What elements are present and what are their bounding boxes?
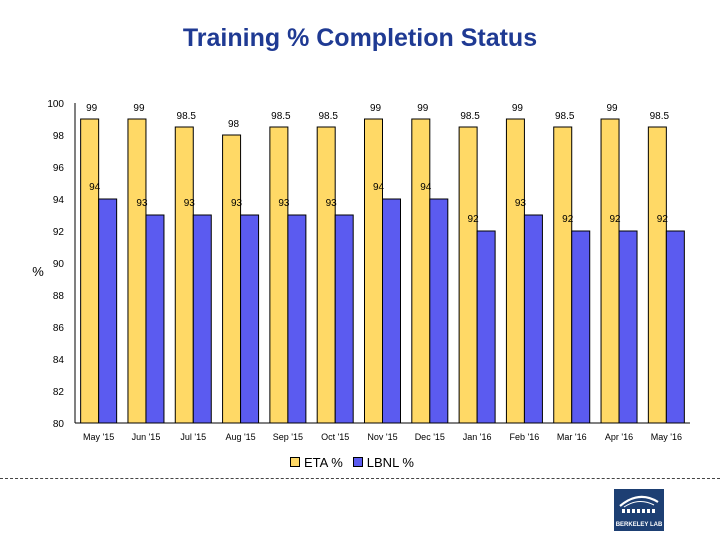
data-label-eta: 99 [133, 103, 145, 114]
legend-swatch-eta [290, 457, 300, 467]
data-label-eta: 98.5 [460, 111, 480, 122]
bar-eta [316, 126, 336, 424]
data-label-lbnl: 93 [231, 198, 243, 209]
bar-lbnl [476, 230, 496, 424]
bar-eta [269, 126, 289, 424]
bar-eta [222, 134, 242, 424]
bar-lbnl [192, 214, 212, 424]
y-tick-label: 94 [53, 195, 65, 206]
data-label-eta: 99 [512, 103, 524, 114]
y-tick-label: 84 [53, 355, 65, 366]
bar-lbnl [571, 230, 591, 424]
data-label-eta: 99 [417, 103, 429, 114]
y-tick-label: 86 [53, 323, 65, 334]
legend-item-lbnl: LBNL % [352, 454, 414, 470]
x-tick-label: Aug '15 [225, 432, 255, 442]
data-label-lbnl: 93 [184, 198, 196, 209]
data-label-lbnl: 94 [420, 182, 432, 193]
bar-lbnl [145, 214, 165, 424]
y-tick-label: 96 [53, 163, 65, 174]
x-tick-label: May '15 [83, 432, 114, 442]
y-axis-label: % [32, 264, 44, 279]
bar-eta [553, 126, 573, 424]
y-tick-label: 80 [53, 419, 65, 430]
data-label-lbnl: 93 [136, 198, 148, 209]
bar-eta [647, 126, 667, 424]
data-label-lbnl: 93 [326, 198, 338, 209]
y-tick-label: 88 [53, 291, 65, 302]
y-tick-label: 92 [53, 227, 65, 238]
bar-eta [411, 118, 431, 424]
legend-label-eta: ETA % [304, 454, 343, 470]
bar-lbnl [523, 214, 543, 424]
bar-eta [364, 118, 383, 424]
x-tick-label: Jun '15 [132, 432, 161, 442]
x-tick-label: Dec '15 [415, 432, 445, 442]
data-label-lbnl: 92 [657, 214, 669, 225]
data-label-eta: 99 [86, 103, 98, 114]
legend-swatch-lbnl [352, 457, 363, 467]
footer-divider [0, 478, 720, 479]
legend-label-lbnl: LBNL % [366, 454, 414, 470]
bar-lbnl [382, 198, 401, 424]
data-label-lbnl: 92 [562, 214, 574, 225]
bar-eta [174, 126, 194, 424]
x-tick-label: May '16 [651, 432, 682, 442]
data-label-lbnl: 92 [609, 214, 621, 225]
x-tick-label: Oct '15 [321, 432, 349, 442]
legend-item-eta: ETA % [290, 455, 343, 470]
data-label-eta: 99 [370, 103, 382, 114]
data-label-eta: 98.5 [650, 111, 670, 122]
x-tick-label: Feb '16 [510, 432, 540, 442]
bar-lbnl [665, 230, 685, 424]
bar-chart: 80 82 84 86 88 90 92 94 96 98 100% 99 94 May '15 99 93 J… [32, 99, 690, 442]
data-label-eta: 98.5 [555, 111, 575, 122]
x-tick-label: Apr '16 [605, 432, 633, 442]
y-tick-label: 90 [53, 259, 65, 270]
y-tick-label: 82 [53, 387, 65, 398]
data-label-eta: 99 [606, 103, 618, 114]
data-label-lbnl: 92 [468, 214, 480, 225]
bar-lbnl [429, 198, 449, 424]
x-tick-label: Nov '15 [367, 432, 397, 442]
data-label-eta: 98.5 [177, 111, 197, 122]
data-label-eta: 98.5 [318, 111, 338, 122]
lab-building-icon [619, 495, 659, 513]
y-tick-label: 98 [53, 131, 65, 142]
x-tick-label: Mar '16 [557, 432, 587, 442]
data-label-eta: 98 [228, 119, 240, 130]
bar-eta [600, 118, 620, 424]
bar-lbnl [287, 214, 307, 424]
x-tick-label: Jan '16 [463, 432, 492, 442]
data-label-lbnl: 93 [515, 198, 527, 209]
bar-lbnl [98, 198, 118, 424]
chart-title: Training % Completion Status [182, 24, 538, 52]
data-label-lbnl: 93 [278, 198, 290, 209]
bar-eta [127, 118, 147, 424]
data-label-eta: 98.5 [271, 111, 291, 122]
data-label-lbnl: 94 [89, 182, 101, 193]
y-tick-label: 100 [47, 99, 64, 110]
bar-eta [505, 118, 525, 424]
bar-eta [80, 118, 100, 424]
bar-lbnl [240, 214, 260, 424]
bar-lbnl [618, 230, 638, 424]
data-label-lbnl: 94 [373, 182, 385, 193]
x-tick-label: Sep '15 [273, 432, 303, 442]
x-tick-label: Jul '15 [180, 432, 206, 442]
chart-legend: ETA % LBNL % [290, 453, 414, 471]
logo-text: BERKELEY LAB [615, 522, 663, 528]
berkeley-lab-logo-icon: BERKELEY LAB [614, 489, 664, 531]
bar-eta [458, 126, 478, 424]
bar-lbnl [334, 214, 354, 424]
